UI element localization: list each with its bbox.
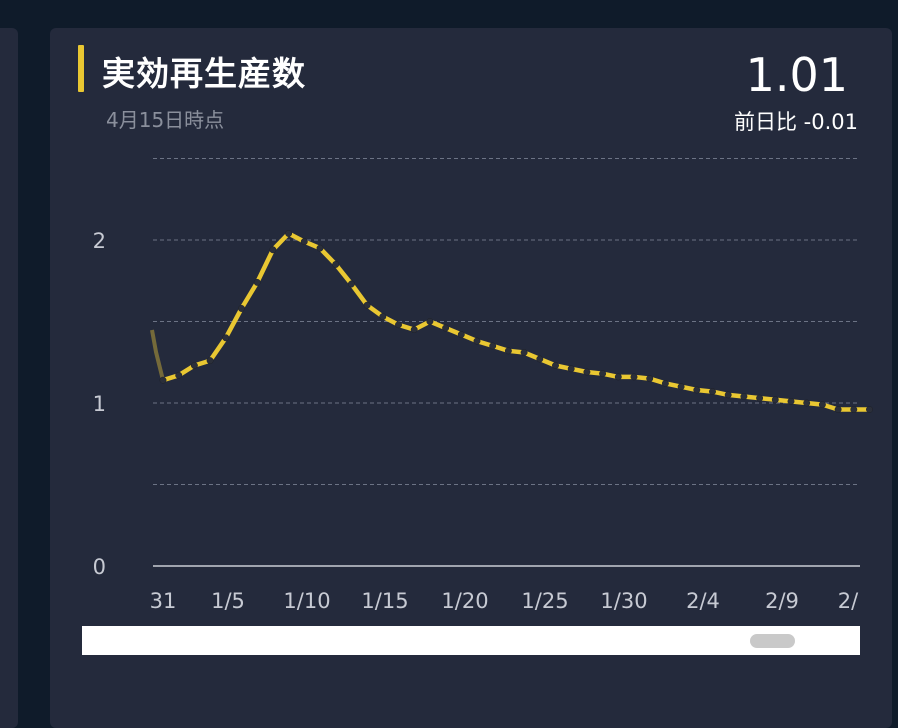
data-point [489,342,497,350]
x-tick-label: 2/4 [686,589,720,613]
data-point [253,278,261,286]
data-point [803,399,811,407]
data-point [222,334,230,342]
x-tick-label: 2/ [838,589,859,613]
data-point [693,386,701,394]
data-point [206,357,214,365]
data-point [410,326,418,334]
data-point [740,393,748,400]
y-tick-label: 0 [93,555,106,579]
data-point [269,246,277,254]
data-point [520,349,528,356]
data-point [552,362,559,369]
data-point [379,313,387,321]
data-point [599,370,607,378]
scrollbar-thumb[interactable] [750,634,795,648]
data-point [646,375,654,382]
rt-line-chart: 0 1 2 31 1/5 1/10 1/15 1/20 1/25 1/30 2/4 2/9 2/ [93,158,873,613]
data-point [442,324,450,332]
as-of-date: 4月15日時点 [106,108,225,132]
x-tick-label: 1/20 [441,589,488,613]
data-point [316,244,324,252]
data-point [426,318,434,325]
data-point [709,388,716,396]
data-point [724,391,732,399]
x-tick-label: 2/9 [765,589,799,613]
day-over-day-change: 前日比 -0.01 [733,110,858,134]
data-point [756,394,764,402]
data-point [787,397,795,405]
data-point [238,305,245,312]
y-tick-label: 2 [93,229,106,253]
side-panel [0,28,18,728]
data-point [614,373,622,381]
data-point [190,362,198,369]
rt-card: 実効再生産数 4月15日時点 1.01 前日比 -0.01 [50,28,892,728]
data-point [771,396,779,404]
series-line [162,231,870,412]
x-tick-label: 31 [150,589,177,613]
x-tick-label: 1/15 [361,589,408,613]
chart-scrollbar[interactable] [82,626,860,655]
data-point [363,301,371,309]
x-tick-label: 1/25 [521,589,568,613]
data-point [834,406,842,413]
data-point [347,280,355,288]
data-point [677,383,685,391]
data-point [866,406,873,413]
data-point [567,365,575,373]
data-point [395,321,402,329]
data-point [285,230,293,237]
data-point [661,379,669,387]
data-point [818,401,826,409]
data-point [850,406,858,413]
data-point [536,355,544,363]
x-tick-label: 1/10 [283,589,330,613]
card-title: 実効再生産数 [102,54,306,93]
data-point [300,238,308,246]
data-point [175,371,183,379]
data-point [159,376,167,384]
data-point [332,261,340,268]
data-point [457,331,465,338]
x-tick-label: 1/5 [211,589,245,613]
data-point [473,337,481,345]
x-tick-label: 1/30 [600,589,647,613]
data-point [504,347,512,355]
current-value: 1.01 [745,48,848,102]
data-point [630,373,638,381]
y-tick-label: 1 [93,392,106,416]
title-accent-bar [78,45,84,92]
data-point [583,368,591,376]
series-line-lead [150,329,165,381]
